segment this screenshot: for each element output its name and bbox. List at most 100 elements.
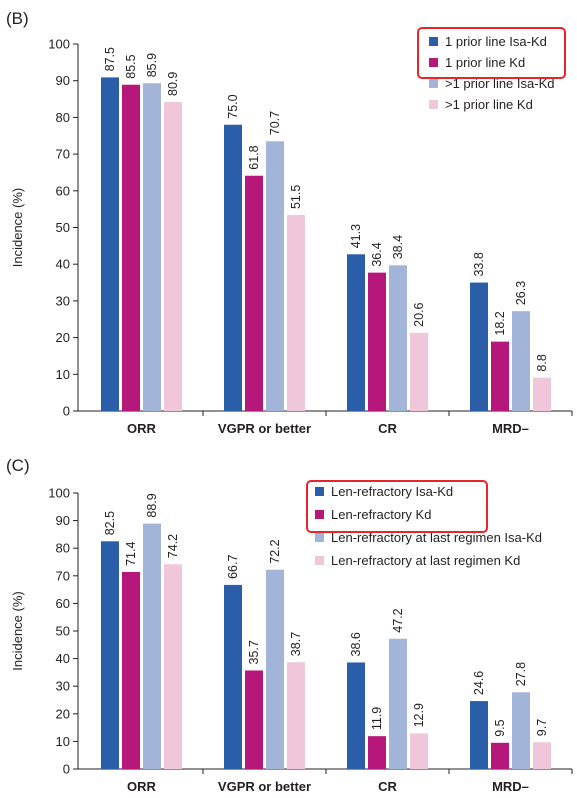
- y-tick-label: 60: [56, 183, 70, 198]
- legend-item: Len-refractory Kd: [331, 507, 431, 522]
- y-tick-label: 0: [63, 404, 70, 419]
- bar: [470, 701, 488, 769]
- data-label: 82.5: [103, 511, 117, 535]
- bar: [245, 670, 263, 769]
- data-label: 35.7: [247, 640, 261, 664]
- y-tick-label: 60: [56, 596, 70, 611]
- category-label: VGPR or better: [218, 779, 311, 794]
- panel-label: (C): [6, 456, 30, 475]
- data-label: 72.2: [268, 539, 282, 563]
- y-tick-label: 80: [56, 110, 70, 125]
- y-tick-label: 30: [56, 679, 70, 694]
- data-label: 24.6: [472, 671, 486, 695]
- bar: [368, 736, 386, 769]
- y-tick-label: 50: [56, 220, 70, 235]
- legend-item: >1 prior line Isa-Kd: [445, 76, 554, 91]
- bar: [224, 584, 242, 769]
- bar: [410, 332, 428, 411]
- bar: [143, 523, 161, 769]
- y-tick-label: 90: [56, 73, 70, 88]
- bar: [368, 272, 386, 411]
- legend-item: Len-refractory at last regimen Isa-Kd: [331, 530, 542, 545]
- category-label: ORR: [127, 779, 157, 794]
- bar: [224, 124, 242, 412]
- legend-swatch: [315, 510, 324, 519]
- data-label: 80.9: [166, 72, 180, 96]
- data-label: 74.2: [166, 534, 180, 558]
- y-tick-label: 20: [56, 330, 70, 345]
- bar: [491, 742, 509, 769]
- legend-highlight-box: [417, 27, 566, 79]
- y-tick-label: 30: [56, 293, 70, 308]
- bar: [410, 733, 428, 769]
- legend-item: Len-refractory at last regimen Kd: [331, 553, 520, 568]
- legend-swatch: [429, 58, 438, 67]
- data-label: 41.3: [349, 224, 363, 248]
- category-label: MRD–: [492, 421, 529, 436]
- bar: [491, 341, 509, 411]
- bar: [164, 101, 182, 412]
- y-axis-label: Incidence (%): [10, 188, 25, 267]
- legend-item: 1 prior line Kd: [445, 55, 525, 70]
- y-tick-label: 90: [56, 513, 70, 528]
- data-label: 61.8: [247, 145, 261, 169]
- data-label: 75.0: [226, 94, 240, 118]
- y-tick-label: 0: [63, 762, 70, 777]
- legend-item: Len-refractory Isa-Kd: [331, 484, 453, 499]
- data-label: 66.7: [226, 555, 240, 579]
- bar: [122, 571, 140, 769]
- y-tick-label: 80: [56, 541, 70, 556]
- y-tick-label: 10: [56, 367, 70, 382]
- panel-label: (B): [6, 9, 29, 28]
- bar: [287, 215, 305, 411]
- data-label: 8.8: [535, 354, 549, 371]
- legend-swatch: [429, 100, 438, 109]
- y-axis-label: Incidence (%): [10, 591, 25, 670]
- data-label: 11.9: [370, 707, 384, 730]
- bar: [389, 265, 407, 411]
- category-label: MRD–: [492, 779, 529, 794]
- legend-swatch: [315, 487, 324, 496]
- bar: [533, 742, 551, 769]
- bar: [347, 662, 365, 769]
- bar: [245, 175, 263, 411]
- bar: [266, 569, 284, 769]
- data-label: 12.9: [412, 703, 426, 727]
- legend-swatch: [429, 37, 438, 46]
- data-label: 47.2: [391, 608, 405, 632]
- y-tick-label: 70: [56, 568, 70, 583]
- data-label: 85.9: [145, 53, 159, 77]
- data-label: 51.5: [289, 185, 303, 209]
- data-label: 33.8: [472, 252, 486, 276]
- category-label: VGPR or better: [218, 421, 311, 436]
- bar: [101, 77, 119, 411]
- bar: [512, 311, 530, 411]
- data-label: 88.9: [145, 493, 159, 517]
- bar: [287, 662, 305, 769]
- data-label: 36.4: [370, 242, 384, 266]
- bar: [533, 377, 551, 411]
- data-label: 27.8: [514, 662, 528, 686]
- y-tick-label: 40: [56, 651, 70, 666]
- y-tick-label: 50: [56, 624, 70, 639]
- data-label: 26.3: [514, 281, 528, 305]
- data-label: 18.2: [493, 311, 507, 335]
- data-label: 71.4: [124, 542, 138, 566]
- data-label: 20.6: [412, 302, 426, 326]
- data-label: 9.5: [493, 719, 507, 736]
- bar: [512, 692, 530, 769]
- legend-item: 1 prior line Isa-Kd: [445, 34, 547, 49]
- legend-highlight-box: [306, 480, 488, 533]
- bar: [266, 141, 284, 411]
- legend-swatch: [315, 556, 324, 565]
- bar: [101, 541, 119, 769]
- y-tick-label: 40: [56, 257, 70, 272]
- category-label: CR: [378, 421, 397, 436]
- bar: [164, 564, 182, 769]
- data-label: 85.5: [124, 54, 138, 78]
- y-tick-label: 70: [56, 147, 70, 162]
- legend-swatch: [315, 533, 324, 542]
- bar: [122, 84, 140, 411]
- legend-item: >1 prior line Kd: [445, 97, 533, 112]
